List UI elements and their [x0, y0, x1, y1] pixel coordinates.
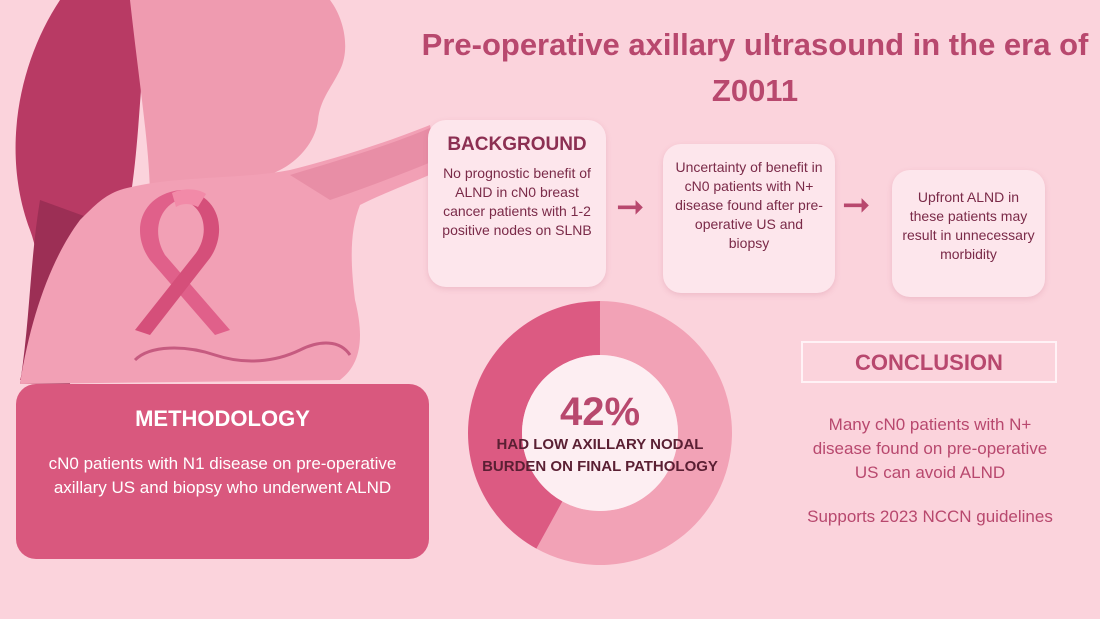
donut-segment-rest: [536, 301, 732, 565]
page-title: Pre-operative axillary ultrasound in the…: [421, 27, 1089, 108]
methodology-text: cN0 patients with N1 disease on pre-oper…: [48, 454, 397, 497]
flow-step-2-text: Uncertainty of benefit in cN0 patients w…: [675, 159, 823, 251]
flow-step-3-text: Upfront ALND in these patients may resul…: [902, 189, 1035, 262]
arrow-right-icon: ➞: [842, 186, 871, 224]
donut-center: [522, 355, 678, 511]
background-card: BACKGROUND No prognostic benefit of ALND…: [428, 120, 606, 287]
conclusion-body: Many cN0 patients with N+ disease found …: [800, 413, 1060, 529]
background-text: No prognostic benefit of ALND in cN0 bre…: [442, 165, 592, 238]
donut-segment-highlight: [468, 301, 600, 549]
pink-ribbon-icon: [135, 189, 230, 335]
background-heading: BACKGROUND: [447, 134, 587, 155]
methodology-panel: METHODOLOGY cN0 patients with N1 disease…: [16, 384, 429, 559]
flow-step-2-card: Uncertainty of benefit in cN0 patients w…: [663, 144, 835, 293]
result-label: 42% HAD LOW AXILLARY NODAL BURDEN ON FIN…: [467, 390, 733, 478]
result-donut: [467, 300, 733, 566]
result-description: HAD LOW AXILLARY NODAL BURDEN ON FINAL P…: [482, 436, 718, 475]
methodology-heading: METHODOLOGY: [135, 406, 310, 431]
conclusion-text-2: Supports 2023 NCCN guidelines: [807, 507, 1053, 526]
result-percent: 42%: [559, 390, 641, 434]
arrow-right-icon: ➞: [616, 188, 645, 226]
flow-step-3-card: Upfront ALND in these patients may resul…: [892, 170, 1045, 297]
conclusion-text-1: Many cN0 patients with N+ disease found …: [812, 415, 1048, 482]
conclusion-heading: CONCLUSION: [801, 341, 1057, 383]
